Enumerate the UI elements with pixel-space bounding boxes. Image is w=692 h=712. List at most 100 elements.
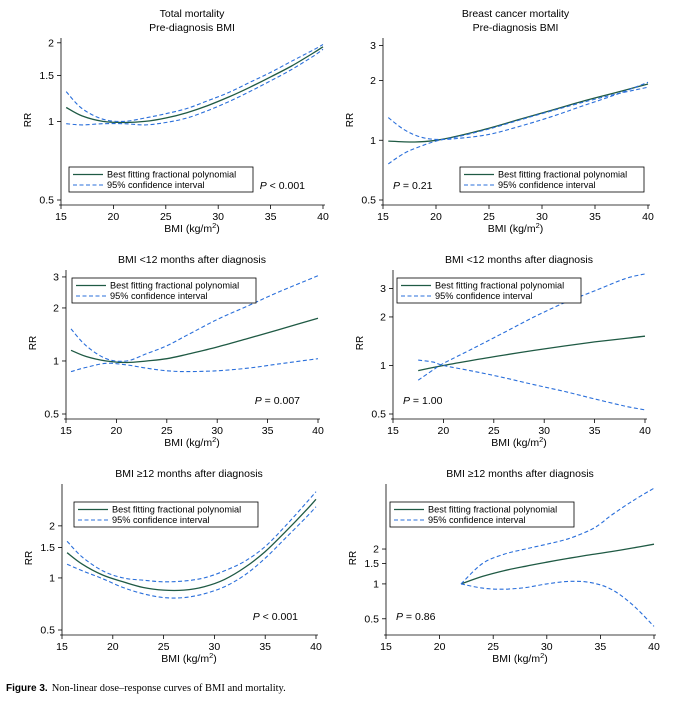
x-tick-label: 40 [317, 211, 329, 223]
chart-subtitle: Pre-diagnosis BMI [473, 22, 559, 34]
y-axis-label: RR [355, 336, 366, 350]
chart-title: BMI ≥12 months after diagnosis [446, 468, 594, 480]
x-tick-label: 15 [377, 211, 389, 223]
x-tick-label: 40 [642, 211, 654, 223]
ci-line-2 [418, 359, 646, 411]
chart-panel-3: BMI <12 months after diagnosis 15 20 25 30 35… [28, 254, 324, 449]
x-tick-label: 40 [310, 641, 322, 653]
y-tick-label: 1.5 [364, 558, 379, 570]
x-tick-label: 25 [160, 211, 172, 223]
caption-label: Figure 3. [6, 683, 48, 694]
x-tick-label: 25 [488, 425, 500, 437]
x-tick-label: 35 [595, 641, 607, 653]
y-axis-label: RR [345, 113, 356, 127]
y-tick-label: 1.5 [39, 70, 54, 82]
legend-entry: 95% confidence interval [110, 291, 208, 301]
y-tick-label: 1 [48, 116, 54, 128]
chart-subtitle: Pre-diagnosis BMI [149, 22, 235, 34]
fit-line [388, 83, 649, 143]
x-tick-label: 35 [259, 641, 271, 653]
chart-title: BMI <12 months after diagnosis [445, 254, 593, 266]
figure-caption: Figure 3. Non-linear dose–response curves… [6, 683, 286, 694]
x-tick-label: 20 [434, 641, 446, 653]
x-tick-label: 25 [158, 641, 170, 653]
chart-panel-6: BMI ≥12 months after diagnosis 15 20 25 30 35… [348, 468, 660, 665]
x-tick-label: 15 [56, 641, 68, 653]
legend-entry: 95% confidence interval [435, 291, 533, 301]
x-axis-label: BMI (kg/m2) [164, 435, 220, 449]
y-tick-label: 0.5 [361, 195, 376, 207]
x-tick-label: 15 [387, 425, 399, 437]
x-tick-label: 30 [211, 425, 223, 437]
y-tick-label: 1 [370, 135, 376, 147]
legend-entry: Best fitting fractional polynomial [107, 170, 236, 180]
x-tick-label: 40 [648, 641, 660, 653]
y-tick-label: 1 [49, 572, 55, 584]
fit-line [418, 335, 646, 372]
fit-line [70, 317, 319, 364]
caption-text: Non-linear dose–response curves of BMI a… [51, 683, 286, 694]
y-axis-label: RR [23, 113, 34, 127]
chart-panel-5: BMI ≥12 months after diagnosis 15 20 25 30 35… [24, 468, 322, 665]
x-tick-label: 15 [55, 211, 67, 223]
chart-panel-1: Total mortality Pre-diagnosis BMI 15 20 25 30… [23, 8, 329, 235]
x-tick-label: 20 [430, 211, 442, 223]
legend-entry: Best fitting fractional polynomial [112, 505, 241, 515]
ci-line-1 [65, 44, 324, 122]
y-tick-label: 1 [53, 355, 59, 367]
y-tick-label: 0.5 [40, 625, 55, 637]
fit-line [65, 46, 324, 124]
chart-title: BMI ≥12 months after diagnosis [115, 468, 263, 480]
x-axis-label: BMI (kg/m2) [492, 651, 548, 665]
legend-box [68, 166, 254, 193]
y-axis-label: RR [348, 551, 359, 565]
p-value-label: P < 0.001 [253, 611, 298, 623]
fit-line [66, 498, 317, 592]
x-tick-label: 40 [639, 425, 651, 437]
x-tick-label: 30 [536, 211, 548, 223]
legend-box [73, 501, 259, 528]
p-value-label: P = 1.00 [403, 395, 443, 407]
legend-entry: 95% confidence interval [428, 515, 526, 525]
chart-panel-2: Breast cancer mortality Pre-diagnosis BMI… [345, 8, 654, 235]
chart-panel-4: BMI <12 months after diagnosis 15 20 25 30 35… [355, 254, 651, 449]
y-tick-label: 1 [373, 578, 379, 590]
ci-line-1 [387, 81, 649, 141]
y-tick-label: 2 [370, 75, 376, 87]
legend-entry: 95% confidence interval [107, 180, 205, 190]
ci-line-1 [460, 487, 655, 585]
x-axis-label: BMI (kg/m2) [491, 435, 547, 449]
x-tick-label: 35 [262, 425, 274, 437]
x-tick-label: 35 [589, 211, 601, 223]
x-tick-label: 30 [541, 641, 553, 653]
y-tick-label: 3 [53, 271, 59, 283]
legend-box [389, 501, 575, 528]
x-axis-label: BMI (kg/m2) [161, 651, 217, 665]
chart-title: BMI <12 months after diagnosis [118, 254, 266, 266]
legend-box [459, 166, 645, 193]
y-tick-label: 2 [380, 311, 386, 323]
y-axis-label: RR [28, 336, 39, 350]
y-tick-label: 1 [380, 360, 386, 372]
legend-entry: Best fitting fractional polynomial [110, 281, 239, 291]
p-value-label: P < 0.001 [260, 180, 305, 192]
ci-line-2 [460, 580, 655, 627]
x-tick-label: 35 [265, 211, 277, 223]
x-tick-label: 20 [108, 211, 120, 223]
x-tick-label: 35 [589, 425, 601, 437]
x-tick-label: 30 [212, 211, 224, 223]
y-tick-label: 0.5 [371, 409, 386, 421]
p-value-label: P = 0.007 [255, 395, 300, 407]
p-value-label: P = 0.21 [393, 180, 433, 192]
legend-entry: 95% confidence interval [112, 515, 210, 525]
x-tick-label: 25 [483, 211, 495, 223]
y-tick-label: 2 [373, 544, 379, 556]
x-tick-label: 15 [380, 641, 392, 653]
